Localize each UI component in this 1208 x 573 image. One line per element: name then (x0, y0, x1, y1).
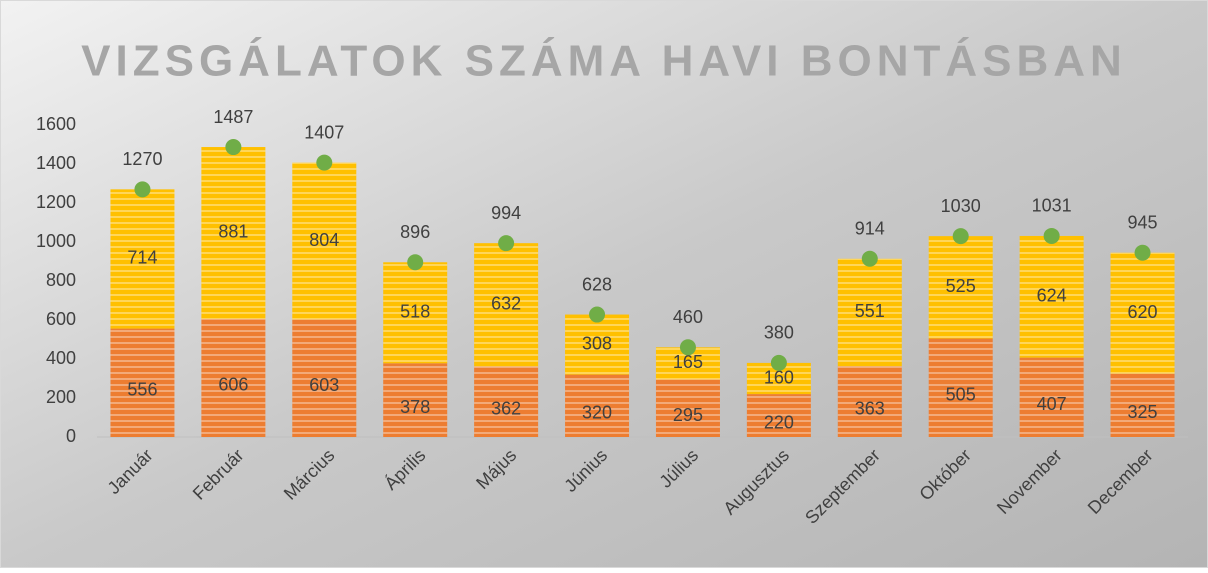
value-label: 363 (855, 398, 885, 418)
bar-texture (837, 366, 902, 437)
bar-texture (837, 258, 902, 367)
y-tick-label: 1200 (36, 192, 76, 212)
total-marker (679, 339, 696, 356)
bar-texture (292, 319, 357, 437)
value-label: 620 (1128, 302, 1158, 322)
bar-texture (474, 366, 539, 437)
value-label: 505 (946, 385, 976, 405)
bar-texture (201, 318, 266, 437)
total-marker (1134, 244, 1151, 261)
value-label: 632 (491, 294, 521, 314)
y-tick-label: 1400 (36, 153, 76, 173)
y-tick-label: 800 (46, 270, 76, 290)
value-label: 407 (1037, 394, 1067, 414)
total-label: 380 (764, 323, 794, 343)
total-marker (407, 254, 424, 271)
bar-texture (928, 236, 993, 339)
total-label: 945 (1128, 212, 1158, 232)
value-label: 295 (673, 405, 703, 425)
value-label: 556 (127, 380, 157, 400)
total-label: 628 (582, 274, 612, 294)
total-label: 460 (673, 307, 703, 327)
bar-texture (928, 338, 993, 437)
total-marker (861, 250, 878, 267)
bar-texture (1110, 373, 1175, 437)
total-marker (952, 228, 969, 245)
total-label: 1407 (304, 122, 344, 142)
total-marker (134, 181, 151, 198)
total-label: 994 (491, 203, 521, 223)
value-label: 804 (309, 230, 339, 250)
total-label: 1030 (941, 196, 981, 216)
total-marker (589, 306, 606, 323)
y-tick-label: 0 (66, 426, 76, 446)
bar-texture (565, 314, 630, 375)
value-label: 220 (764, 412, 794, 432)
total-label: 1487 (213, 107, 253, 127)
bar-texture (746, 394, 811, 437)
total-marker (1043, 227, 1060, 244)
bar-texture (565, 374, 630, 437)
value-label: 362 (491, 398, 521, 418)
bar-texture (383, 363, 448, 437)
value-label: 518 (400, 302, 430, 322)
total-marker (316, 154, 333, 171)
bar-texture (201, 147, 266, 319)
bar-texture (383, 262, 448, 364)
y-tick-label: 1600 (36, 114, 76, 134)
total-label: 1031 (1032, 196, 1072, 216)
bar-texture (1019, 357, 1084, 437)
y-tick-label: 600 (46, 309, 76, 329)
bar-texture (474, 243, 539, 367)
bar-texture (292, 162, 357, 320)
y-tick-label: 400 (46, 348, 76, 368)
total-marker (770, 354, 787, 371)
chart-title: VIZSGÁLATOK SZÁMA HAVI BONTÁSBAN (81, 36, 1127, 86)
value-label: 603 (309, 375, 339, 395)
bar-texture (110, 328, 175, 437)
value-label: 551 (855, 301, 885, 321)
value-label: 881 (218, 222, 248, 242)
bar-texture (110, 189, 175, 329)
bar-texture (655, 379, 720, 437)
total-label: 914 (855, 219, 885, 239)
value-label: 525 (946, 276, 976, 296)
value-label: 165 (673, 352, 703, 372)
y-tick-label: 1000 (36, 231, 76, 251)
total-label: 896 (400, 222, 430, 242)
bar-texture (1110, 252, 1175, 374)
value-label: 606 (218, 375, 248, 395)
value-label: 325 (1128, 402, 1158, 422)
value-label: 308 (582, 333, 612, 353)
value-label: 624 (1037, 286, 1067, 306)
y-tick-label: 200 (46, 387, 76, 407)
total-marker (225, 139, 242, 156)
total-marker (498, 235, 515, 252)
total-label: 1270 (122, 149, 162, 169)
value-label: 160 (764, 367, 794, 387)
value-label: 320 (582, 403, 612, 423)
value-label: 714 (127, 248, 157, 268)
bar-texture (1019, 235, 1084, 358)
value-label: 378 (400, 397, 430, 417)
